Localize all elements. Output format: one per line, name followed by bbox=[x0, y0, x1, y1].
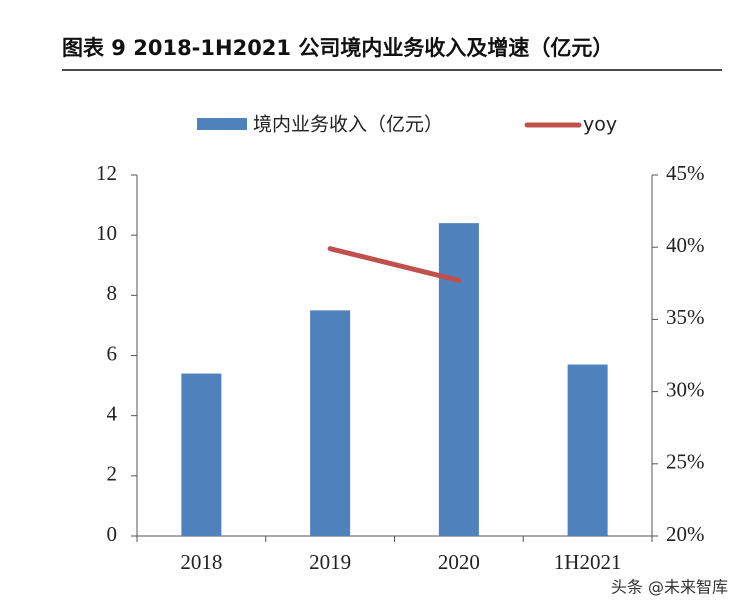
legend-label: yoy bbox=[583, 114, 617, 136]
bar bbox=[310, 310, 351, 536]
bar bbox=[438, 223, 479, 536]
y2-tick-label: 20% bbox=[666, 522, 705, 546]
chart-title: 图表 9 2018-1H2021 公司境内业务收入及增速（亿元） bbox=[62, 36, 613, 60]
line bbox=[327, 246, 462, 283]
y-tick-label: 2 bbox=[107, 462, 118, 486]
x-tick-label: 2019 bbox=[309, 550, 351, 574]
y2-tick-label: 45% bbox=[666, 161, 705, 185]
x-tick-label: 2018 bbox=[180, 550, 222, 574]
watermark: 头条 @未来智库 bbox=[611, 578, 728, 597]
y-tick-label: 0 bbox=[107, 522, 118, 546]
x-tick-label: 2020 bbox=[438, 550, 480, 574]
bar bbox=[567, 364, 608, 536]
y2-tick-label: 30% bbox=[666, 377, 705, 401]
legend-label: 境内业务收入（亿元） bbox=[253, 114, 443, 136]
bar bbox=[181, 373, 222, 536]
y-tick-label: 8 bbox=[107, 281, 118, 305]
legend-swatch bbox=[197, 118, 247, 130]
y2-tick-label: 35% bbox=[666, 305, 705, 329]
y-tick-label: 4 bbox=[107, 401, 118, 425]
x-tick-label: 1H2021 bbox=[554, 550, 622, 574]
y2-tick-label: 25% bbox=[666, 450, 705, 474]
y-tick-label: 10 bbox=[96, 221, 117, 245]
y-tick-label: 12 bbox=[96, 161, 117, 185]
y2-tick-label: 40% bbox=[666, 233, 705, 257]
y-tick-label: 6 bbox=[107, 341, 118, 365]
